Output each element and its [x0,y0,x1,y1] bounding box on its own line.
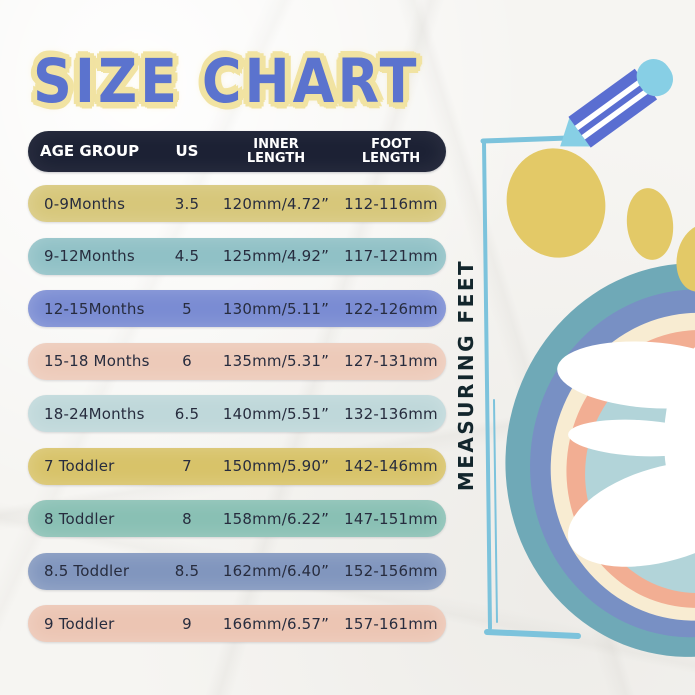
sole-blob-right [664,347,695,533]
cell-foot: 127-131mm [344,352,438,370]
table-row: 12-15Months 5 130mm/5.11” 122-126mm [28,290,446,327]
measuring-feet-label: MEASURING FEET [454,258,478,492]
table-row: 8 Toddler 8 158mm/6.22” 147-151mm [28,500,446,537]
cell-inner: 130mm/5.11” [222,299,330,318]
cell-age: 8 Toddler [44,509,115,528]
bracket-top-cap [480,135,571,144]
header-foot-line2: LENGTH [361,150,421,166]
foot-ring-light-blue [585,351,695,594]
foot-rings [505,263,695,657]
size-table: AGE GROUP US INNER LENGTH FOOT LENGTH 0-… [28,131,446,658]
foot-toes [506,148,695,292]
header-us-label: US [175,141,199,160]
pencil-icon [560,58,673,148]
header-age-group-label: AGE GROUP [40,141,140,160]
header-inner-length: INNER LENGTH [216,138,336,165]
header-inner-line1: INNER [253,136,299,152]
bracket-vertical-line [482,140,492,630]
table-row: 18-24Months 6.5 140mm/5.51” 132-136mm [28,395,446,432]
table-row: 9 Toddler 9 166mm/6.57” 157-161mm [28,605,446,642]
second-toe [626,188,674,260]
cell-us: 6.5 [174,404,200,423]
table-row: 0-9Months 3.5 120mm/4.72” 112-116mm [28,185,446,222]
table-row: 15-18 Months 6 135mm/5.31” 127-131mm [28,342,446,380]
cell-age: 15-18 Months [44,352,150,370]
header-age-group: AGE GROUP [40,141,158,160]
cell-inner: 162mm/6.40” [222,562,330,580]
cell-foot: 117-121mm [344,247,438,265]
cell-us: 9 [182,614,192,633]
cell-age: 7 Toddler [44,457,115,475]
table-row: 8.5 Toddler 8.5 162mm/6.40” 152-156mm [28,552,446,590]
cell-age: 8.5 Toddler [44,562,130,580]
cell-foot: 132-136mm [344,404,438,423]
cell-inner: 120mm/4.72” [222,194,330,213]
cell-foot: 157-161mm [344,614,438,633]
table-row: 9-12Months 4.5 125mm/4.92” 117-121mm [28,237,446,275]
big-toe [506,148,606,258]
table-body: 0-9Months 3.5 120mm/4.72” 112-116mm 9-12Mont… [28,185,446,642]
foot-sole-blob [557,341,695,567]
cell-us: 8 [182,509,192,528]
pencil-eraser [636,58,673,97]
pencil-stripe [574,77,645,131]
foot-ring-cream [550,312,695,621]
pencil-stripe [581,86,652,140]
cell-inner: 150mm/5.90” [222,457,330,475]
cell-inner: 166mm/6.57” [222,614,330,633]
third-toe [676,224,695,292]
bracket-vertical-line-2 [493,399,498,623]
cell-us: 6 [182,352,192,370]
cell-age: 18-24Months [44,404,145,423]
sole-blob-upper [557,341,695,409]
cell-inner: 140mm/5.51” [222,404,330,423]
cell-inner: 135mm/5.31” [222,352,330,370]
sole-blob-middle [568,419,695,457]
foot-ring-salmon [566,330,695,608]
header-inner-line2: LENGTH [246,150,306,166]
cell-us: 4.5 [174,247,200,265]
pencil-body [568,68,658,148]
cell-us: 8.5 [174,562,200,580]
cell-us: 7 [182,457,192,475]
cell-us: 5 [182,299,192,318]
cell-inner: 125mm/4.92” [222,247,330,265]
cell-age: 0-9Months [44,194,126,213]
cell-foot: 112-116mm [344,194,438,213]
pencil-tip [560,115,593,147]
header-foot-length: FOOT LENGTH [336,138,446,165]
cell-age: 9 Toddler [44,614,115,633]
cell-inner: 158mm/6.22” [222,509,330,528]
cell-age: 9-12Months [44,247,135,265]
sole-blob-lower [567,461,695,567]
foot-ring-slate-blue [530,289,695,638]
foot-ring-outer-teal [505,263,695,657]
header-us: US [158,141,216,160]
page-title: SIZE CHART [33,46,420,117]
cell-us: 3.5 [174,194,200,213]
header-foot-line1: FOOT [371,136,411,152]
table-row: 7 Toddler 7 150mm/5.90” 142-146mm [28,447,446,485]
measuring-bracket [480,135,581,639]
cell-foot: 142-146mm [344,457,438,475]
cell-foot: 152-156mm [344,562,438,580]
cell-age: 12-15Months [44,299,145,318]
cell-foot: 122-126mm [344,299,438,318]
bracket-bottom-cap [484,629,581,639]
table-header: AGE GROUP US INNER LENGTH FOOT LENGTH [28,131,446,172]
cell-foot: 147-151mm [344,509,438,528]
